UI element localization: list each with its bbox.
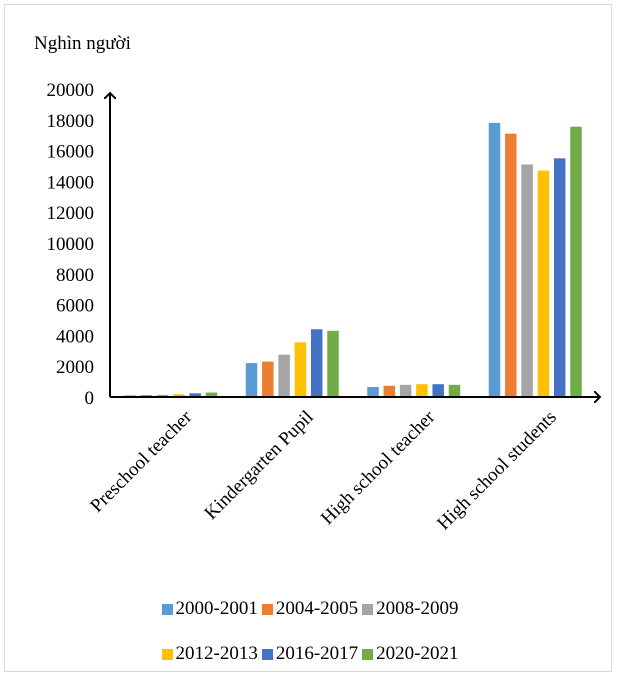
bar-2016-2017-preschool-teacher <box>189 393 201 397</box>
bar-2004-2005-high-school-students <box>505 133 517 397</box>
legend-label: 2000-2001 <box>175 598 258 619</box>
bar-2012-2013-preschool-teacher <box>173 394 185 397</box>
bar-2020-2021-preschool-teacher <box>205 392 218 397</box>
bar-2012-2013-high-school-students <box>537 170 550 397</box>
bar-2016-2017-high-school-teacher <box>432 384 444 397</box>
legend-item: 2012-2013 <box>161 643 258 665</box>
bar-2004-2005-preschool-teacher <box>140 394 153 397</box>
y-tick-label: 18000 <box>47 111 95 132</box>
bar-2004-2005-kindergarten-pupil <box>262 361 274 397</box>
y-tick-label: 2000 <box>56 357 94 378</box>
legend-label: 2012-2013 <box>175 643 258 664</box>
bar-2012-2013-kindergarten-pupil <box>294 342 307 397</box>
bar-2000-2001-kindergarten-pupil <box>245 363 258 397</box>
legend-label: 2020-2021 <box>376 643 459 664</box>
x-tick-label: Kindergarten Pupil <box>201 407 318 524</box>
x-tick-label: Preschool teacher <box>86 406 196 516</box>
legend-label: 2016-2017 <box>275 643 359 664</box>
y-tick-labels: 0 2000 4000 6000 8000 10000 12000 14000 16000 180… <box>47 80 95 409</box>
bar-2012-2013-high-school-teacher <box>416 384 428 397</box>
legend-swatch <box>261 648 273 660</box>
legend-label: 2008-2009 <box>376 598 459 619</box>
y-tick-label: 20000 <box>47 80 95 101</box>
x-tick-label: High school students <box>433 407 561 535</box>
bar-2004-2005-high-school-teacher <box>383 385 396 397</box>
legend-swatch <box>161 603 173 615</box>
bar-2000-2001-high-school-students <box>488 122 501 397</box>
legend-item: 2000-2001 <box>161 598 258 620</box>
y-tick-label: 4000 <box>56 326 94 347</box>
y-axis-unit-label: Nghìn người <box>34 33 131 54</box>
bar-2000-2001-high-school-teacher <box>367 386 379 397</box>
y-tick-label: 10000 <box>47 234 95 255</box>
legend-item: 2008-2009 <box>362 598 458 620</box>
legend-item: 2020-2021 <box>362 643 458 665</box>
bar-2016-2017-high-school-students <box>553 158 566 397</box>
legend-row-1: 2000-2001 2004-2005 2008-2009 <box>0 598 620 620</box>
bar-2008-2009-kindergarten-pupil <box>278 354 290 397</box>
y-tick-label: 16000 <box>47 142 95 163</box>
bars-layer <box>124 122 582 397</box>
legend-swatch <box>362 648 374 660</box>
y-tick-label: 0 <box>85 388 95 409</box>
axes-layer <box>110 93 600 397</box>
bar-2020-2021-high-school-teacher <box>448 384 461 397</box>
legend-item: 2016-2017 <box>261 643 359 665</box>
y-tick-label: 14000 <box>47 172 95 193</box>
bar-2008-2009-high-school-students <box>521 164 533 397</box>
bar-2020-2021-kindergarten-pupil <box>327 330 339 397</box>
y-tick-label: 6000 <box>56 296 94 317</box>
legend-swatch <box>161 648 173 660</box>
legend-swatch <box>261 603 273 615</box>
y-tick-label: 12000 <box>47 203 95 224</box>
bar-2008-2009-preschool-teacher <box>156 394 169 397</box>
legend-item: 2004-2005 <box>261 598 359 620</box>
legend-swatch <box>362 603 374 615</box>
bar-2016-2017-kindergarten-pupil <box>310 329 323 397</box>
bar-2008-2009-high-school-teacher <box>399 384 412 397</box>
legend-row-2: 2012-2013 2016-2017 2020-2021 <box>0 643 620 665</box>
y-tick-label: 8000 <box>56 265 94 286</box>
x-tick-labels: Preschool teacher Kindergarten Pupil High … <box>86 406 560 534</box>
legend-label: 2004-2005 <box>275 598 359 619</box>
bar-2020-2021-high-school-students <box>570 126 582 397</box>
x-tick-label: High school teacher <box>317 406 440 529</box>
